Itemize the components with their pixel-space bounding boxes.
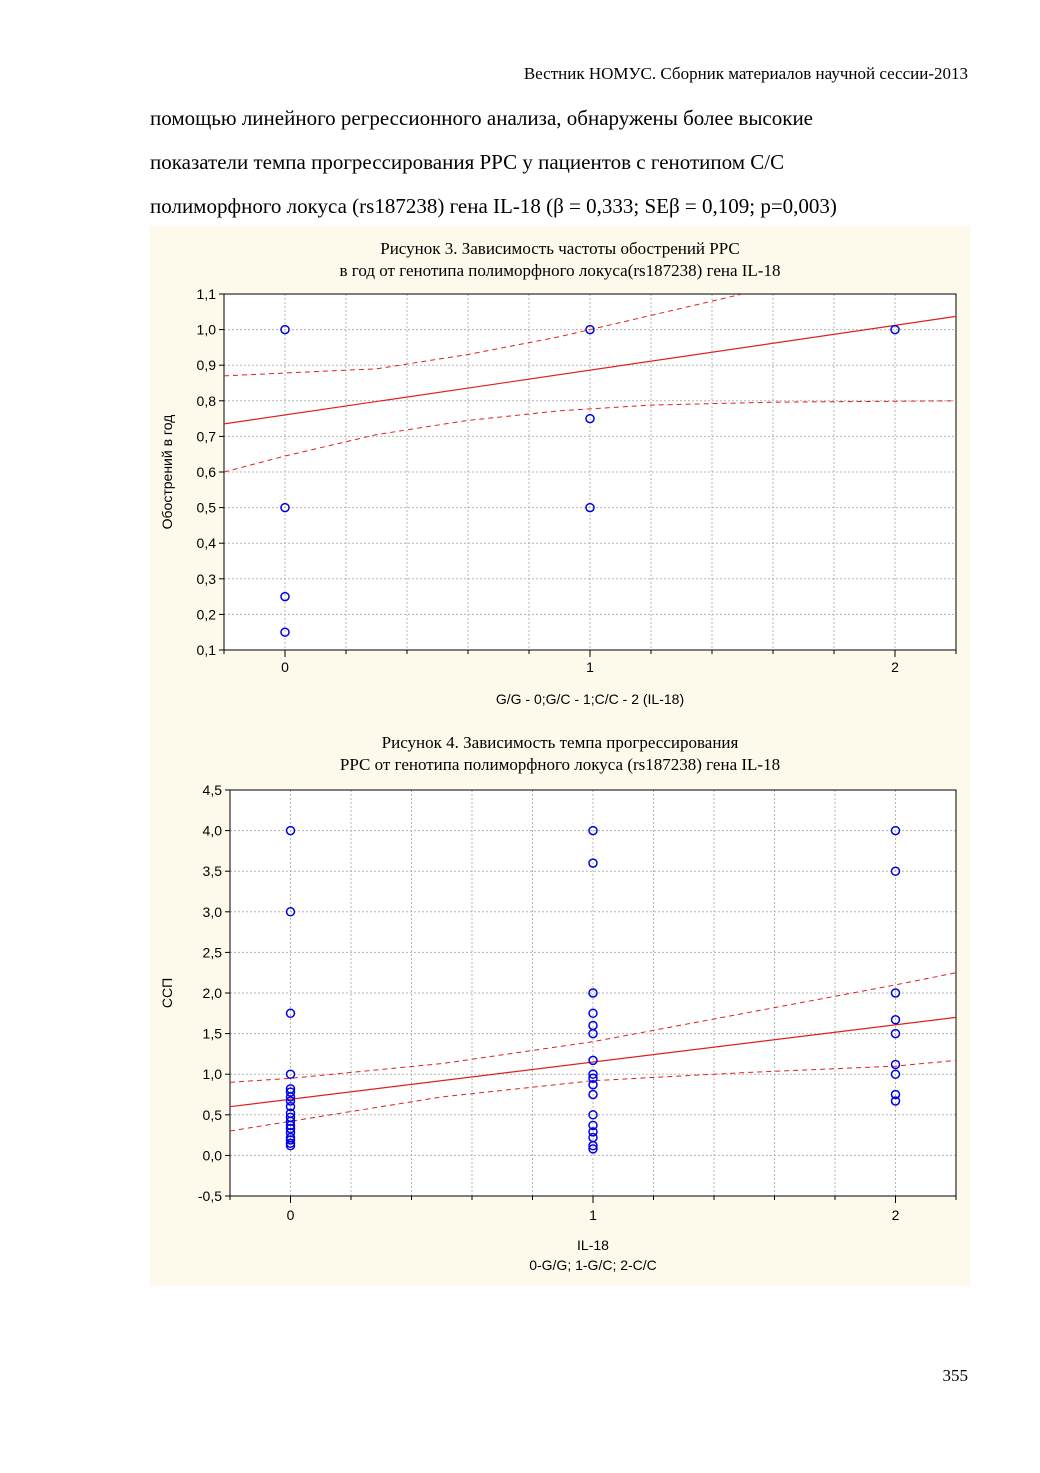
figure-4-caption-line: Рисунок 4. Зависимость темпа прогрессиро… bbox=[381, 733, 739, 752]
data-point bbox=[588, 1144, 598, 1154]
x-tick-label: 1 bbox=[586, 659, 594, 675]
y-axis-label: ССП bbox=[159, 978, 175, 1008]
data-point bbox=[588, 858, 598, 868]
y-tick-label: 1,1 bbox=[197, 286, 217, 302]
data-point bbox=[588, 1028, 598, 1039]
regression-line bbox=[224, 315, 956, 425]
data-point bbox=[585, 324, 595, 335]
figure-3-caption-line: в год от генотипа полиморфного локуса(rs… bbox=[339, 261, 781, 280]
y-tick-label: 0,5 bbox=[203, 1107, 223, 1123]
y-tick-label: 4,5 bbox=[203, 782, 223, 798]
figure-3-scatter-chart: 0,1 0,2 0,3 0,4 0,5 0,6 0,7 0,8 0,9 1,0 1,1 0 1 2 G/G … bbox=[159, 286, 957, 707]
data-point bbox=[588, 825, 598, 836]
confidence-band-upper bbox=[224, 294, 743, 377]
data-point bbox=[890, 1089, 901, 1100]
data-point bbox=[890, 324, 900, 335]
plot-area bbox=[224, 294, 956, 473]
data-point bbox=[285, 1069, 296, 1079]
data-point bbox=[280, 324, 290, 335]
data-point bbox=[285, 1087, 296, 1097]
data-point bbox=[890, 825, 901, 836]
x-axis-label: 0-G/G; 1-G/C; 2-C/C bbox=[529, 1257, 657, 1273]
data-point bbox=[890, 1096, 901, 1106]
y-tick-label: 0,5 bbox=[197, 500, 217, 516]
data-point bbox=[588, 988, 598, 998]
data-point bbox=[588, 1008, 598, 1019]
x-tick-label: 0 bbox=[281, 659, 289, 675]
plot-area bbox=[230, 972, 956, 1132]
x-tick-label: 2 bbox=[891, 659, 899, 675]
y-tick-label: 0,4 bbox=[197, 535, 217, 551]
data-point bbox=[890, 988, 901, 998]
y-tick-label: 0,9 bbox=[197, 357, 217, 373]
data-point bbox=[890, 866, 901, 876]
data-point bbox=[890, 1069, 901, 1079]
data-point bbox=[285, 1092, 296, 1102]
y-tick-label: 1,0 bbox=[197, 322, 217, 338]
figure-3-caption-line: Рисунок 3. Зависимость частоты обострени… bbox=[380, 239, 740, 258]
y-tick-label: 4,0 bbox=[203, 823, 223, 839]
body-line: помощью линейного регрессионного анализа… bbox=[150, 106, 814, 130]
regression-line bbox=[230, 1016, 956, 1108]
y-tick-label: 0,0 bbox=[203, 1147, 223, 1163]
figure-4-scatter-chart: -0,5 0,0 0,5 1,0 1,5 2,0 2,5 3,0 3,5 4,0 4,5 0 1 2 IL-… bbox=[159, 782, 957, 1273]
running-head: Вестник НОМУС. Сборник материалов научно… bbox=[523, 64, 968, 83]
data-point bbox=[285, 1123, 296, 1134]
data-point bbox=[280, 591, 290, 602]
data-point bbox=[588, 1089, 598, 1100]
figure-3-caption: Рисунок 3. Зависимость частоты обострени… bbox=[150, 238, 970, 282]
data-point bbox=[890, 1059, 901, 1070]
data-point bbox=[280, 502, 290, 513]
figure-4-caption-line: РРС от генотипа полиморфного локуса (rs1… bbox=[339, 755, 781, 774]
data-point bbox=[588, 1140, 598, 1151]
confidence-band-lower bbox=[224, 400, 956, 473]
y-tick-label: 3,0 bbox=[203, 904, 223, 920]
y-tick-label: 0,1 bbox=[197, 642, 217, 658]
y-tick-label: 0,6 bbox=[197, 464, 217, 480]
data-point bbox=[588, 1055, 598, 1066]
figure-panel: Рисунок 3. Зависимость частоты обострени… bbox=[150, 226, 970, 1286]
data-point bbox=[285, 825, 296, 836]
y-axis-label: Обострений в год bbox=[159, 415, 175, 530]
body-line: полиморфного локуса (rs187238) гена IL-1… bbox=[150, 194, 837, 218]
x-tick-label: 2 bbox=[892, 1207, 900, 1223]
confidence-band-lower bbox=[230, 1059, 956, 1132]
data-point bbox=[285, 1008, 296, 1019]
x-tick-label: 1 bbox=[589, 1207, 597, 1223]
y-tick-label: 2,5 bbox=[203, 944, 223, 960]
y-tick-label: 1,5 bbox=[203, 1026, 223, 1042]
y-tick-label: 0,7 bbox=[197, 428, 217, 444]
y-tick-label: 1,0 bbox=[203, 1066, 223, 1082]
data-point bbox=[285, 1140, 296, 1151]
data-point bbox=[285, 907, 296, 917]
x-tick-label: 0 bbox=[287, 1207, 295, 1223]
figure-4-caption: Рисунок 4. Зависимость темпа прогрессиро… bbox=[150, 732, 970, 776]
data-point bbox=[280, 627, 290, 637]
x-axis-label: G/G - 0;G/C - 1;C/C - 2 (IL-18) bbox=[496, 691, 684, 707]
y-tick-label: 3,5 bbox=[203, 863, 223, 879]
data-point bbox=[588, 1080, 598, 1090]
data-point bbox=[890, 1015, 901, 1025]
data-point bbox=[588, 1120, 598, 1131]
y-tick-label: -0,5 bbox=[198, 1188, 222, 1204]
data-point bbox=[285, 1101, 296, 1112]
data-point bbox=[585, 502, 595, 513]
data-point bbox=[588, 1127, 598, 1137]
x-axis-label: IL-18 bbox=[577, 1237, 609, 1253]
data-point bbox=[285, 1135, 296, 1145]
y-tick-label: 0,8 bbox=[197, 393, 217, 409]
data-point bbox=[285, 1096, 296, 1106]
y-tick-label: 0,2 bbox=[197, 606, 217, 622]
data-point bbox=[588, 1069, 598, 1079]
data-point bbox=[588, 1073, 598, 1084]
y-tick-label: 2,0 bbox=[203, 985, 223, 1001]
page-number: 355 bbox=[942, 1366, 969, 1385]
body-line: показатели темпа прогрессирования РРС у … bbox=[150, 150, 785, 174]
y-tick-label: 0,3 bbox=[197, 571, 217, 587]
data-point bbox=[890, 1028, 901, 1039]
data-point bbox=[585, 413, 595, 424]
body-paragraph: помощью линейного регрессионного анализа… bbox=[150, 96, 980, 228]
data-point bbox=[588, 1110, 598, 1120]
